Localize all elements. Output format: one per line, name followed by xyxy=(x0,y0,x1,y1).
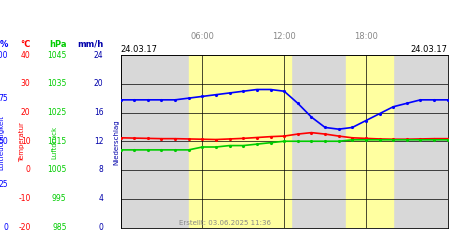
Bar xyxy=(189,55,291,228)
Text: 12: 12 xyxy=(94,137,104,146)
Text: Luftdruck: Luftdruck xyxy=(51,126,57,159)
Bar xyxy=(291,55,346,228)
Text: 985: 985 xyxy=(52,223,67,232)
Bar xyxy=(346,55,393,228)
Text: 4: 4 xyxy=(99,194,104,203)
Text: Luftfeuchtigkeit: Luftfeuchtigkeit xyxy=(0,115,4,170)
Text: 100: 100 xyxy=(0,50,8,59)
Text: 75: 75 xyxy=(0,94,8,102)
Text: 50: 50 xyxy=(0,137,8,146)
Text: 1025: 1025 xyxy=(47,108,67,117)
Text: hPa: hPa xyxy=(49,40,67,49)
Text: 8: 8 xyxy=(99,166,104,174)
Text: Niederschlag: Niederschlag xyxy=(113,120,119,165)
Text: 25: 25 xyxy=(0,180,8,189)
Text: 24.03.17: 24.03.17 xyxy=(411,45,448,54)
Text: 10: 10 xyxy=(21,137,31,146)
Bar xyxy=(393,55,448,228)
Text: 0: 0 xyxy=(3,223,8,232)
Text: 40: 40 xyxy=(21,50,31,59)
Text: -20: -20 xyxy=(18,223,31,232)
Text: -10: -10 xyxy=(18,194,31,203)
Text: 12:00: 12:00 xyxy=(272,32,296,41)
Text: Temperatur: Temperatur xyxy=(18,122,25,162)
Text: 1045: 1045 xyxy=(47,50,67,59)
Text: 995: 995 xyxy=(52,194,67,203)
Text: 24: 24 xyxy=(94,50,104,59)
Text: 0: 0 xyxy=(99,223,104,232)
Text: 1035: 1035 xyxy=(47,79,67,88)
Text: 16: 16 xyxy=(94,108,104,117)
Text: 18:00: 18:00 xyxy=(354,32,378,41)
Text: Erstellt: 03.06.2025 11:36: Erstellt: 03.06.2025 11:36 xyxy=(180,220,271,226)
Text: 1015: 1015 xyxy=(47,137,67,146)
Text: 24.03.17: 24.03.17 xyxy=(121,45,158,54)
Bar xyxy=(121,55,189,228)
Text: mm/h: mm/h xyxy=(77,40,104,49)
Text: %: % xyxy=(0,40,8,49)
Text: 20: 20 xyxy=(94,79,104,88)
Text: 0: 0 xyxy=(26,166,31,174)
Text: °C: °C xyxy=(20,40,31,49)
Text: 06:00: 06:00 xyxy=(190,32,214,41)
Text: 20: 20 xyxy=(21,108,31,117)
Text: 1005: 1005 xyxy=(47,166,67,174)
Text: 30: 30 xyxy=(21,79,31,88)
